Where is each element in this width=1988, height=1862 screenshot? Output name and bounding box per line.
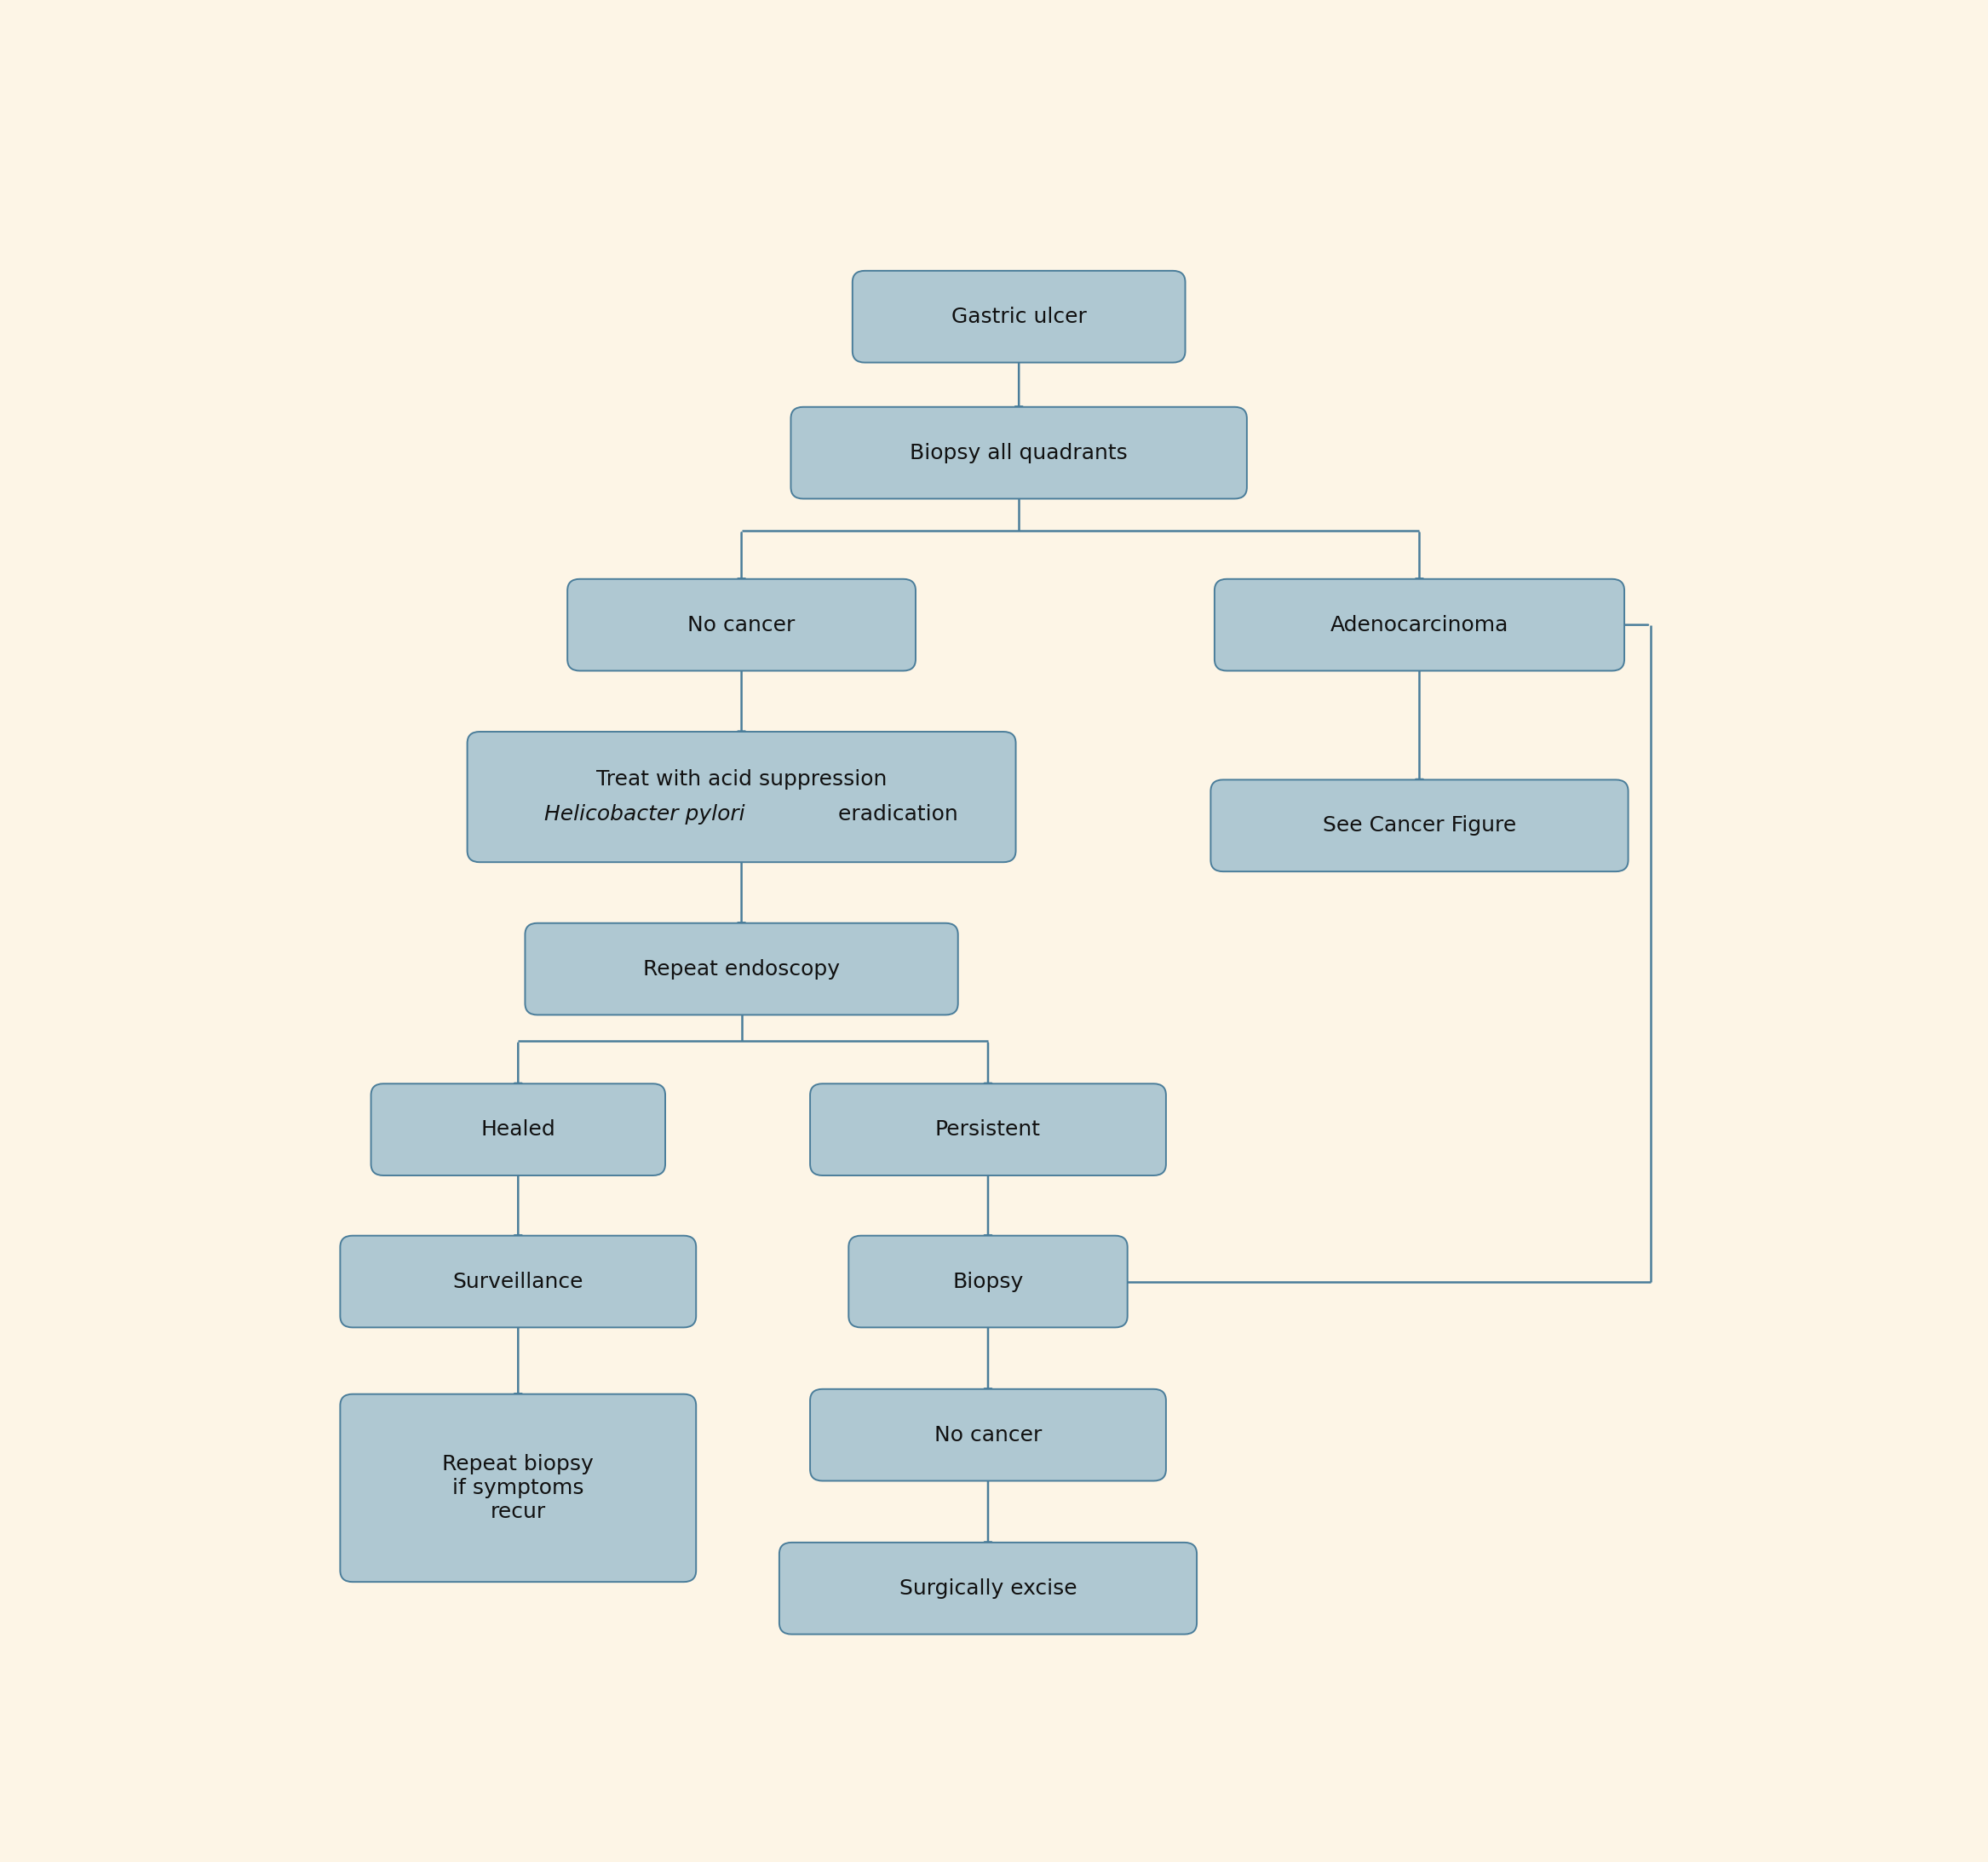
Text: No cancer: No cancer xyxy=(688,614,795,635)
FancyBboxPatch shape xyxy=(791,408,1246,499)
Text: Adenocarcinoma: Adenocarcinoma xyxy=(1330,614,1509,635)
Text: eradication: eradication xyxy=(831,804,958,825)
Text: Helicobacter pylori: Helicobacter pylori xyxy=(545,804,746,825)
FancyBboxPatch shape xyxy=(849,1236,1127,1328)
FancyBboxPatch shape xyxy=(567,579,916,670)
FancyBboxPatch shape xyxy=(340,1395,696,1583)
Text: Biopsy: Biopsy xyxy=(952,1272,1024,1292)
Text: Surgically excise: Surgically excise xyxy=(899,1579,1077,1599)
Text: Gastric ulcer: Gastric ulcer xyxy=(950,307,1087,328)
FancyBboxPatch shape xyxy=(340,1236,696,1328)
FancyBboxPatch shape xyxy=(1211,780,1628,871)
FancyBboxPatch shape xyxy=(809,1389,1167,1480)
Text: Treat with acid suppression: Treat with acid suppression xyxy=(596,769,887,789)
Text: Biopsy all quadrants: Biopsy all quadrants xyxy=(911,443,1127,464)
FancyBboxPatch shape xyxy=(809,1084,1167,1175)
Text: See Cancer Figure: See Cancer Figure xyxy=(1322,816,1517,836)
FancyBboxPatch shape xyxy=(467,732,1016,862)
Text: No cancer: No cancer xyxy=(934,1424,1042,1445)
FancyBboxPatch shape xyxy=(853,270,1185,363)
Text: Persistent: Persistent xyxy=(934,1119,1042,1140)
Text: Repeat endoscopy: Repeat endoscopy xyxy=(644,959,839,979)
FancyBboxPatch shape xyxy=(372,1084,666,1175)
FancyBboxPatch shape xyxy=(779,1542,1197,1635)
FancyBboxPatch shape xyxy=(525,924,958,1015)
Text: Healed: Healed xyxy=(481,1119,555,1140)
Text: Repeat biopsy
if symptoms
recur: Repeat biopsy if symptoms recur xyxy=(443,1454,594,1521)
FancyBboxPatch shape xyxy=(1215,579,1624,670)
Text: Surveillance: Surveillance xyxy=(453,1272,584,1292)
